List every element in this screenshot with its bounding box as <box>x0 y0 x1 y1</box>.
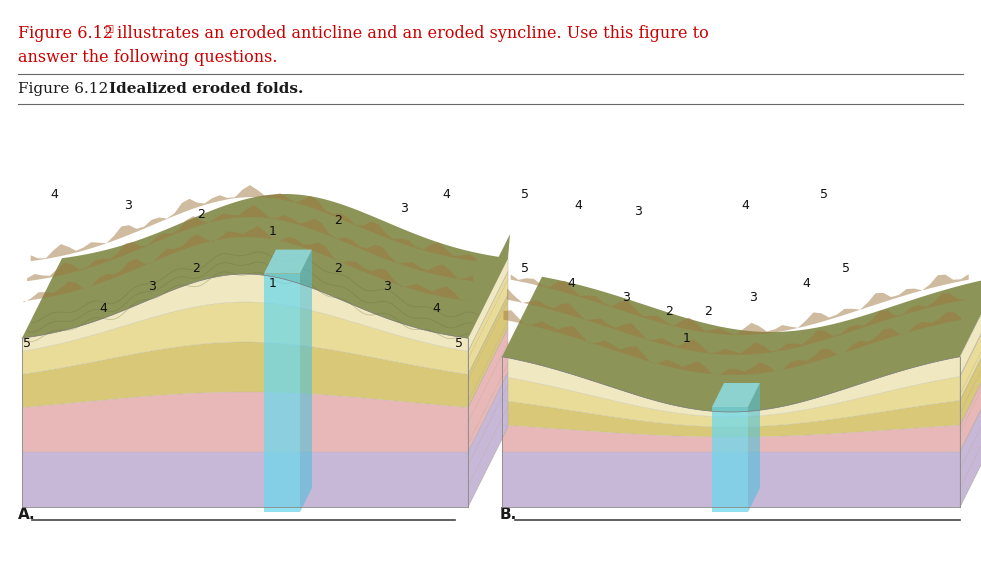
Text: □: □ <box>104 25 113 34</box>
Polygon shape <box>502 400 960 437</box>
Polygon shape <box>712 407 748 512</box>
Polygon shape <box>748 383 760 512</box>
Text: 5: 5 <box>842 263 850 275</box>
Text: 5: 5 <box>521 263 529 275</box>
Text: 1: 1 <box>683 332 691 345</box>
Polygon shape <box>502 357 960 417</box>
Text: 2: 2 <box>335 214 342 227</box>
Text: 2: 2 <box>197 208 205 221</box>
Text: illustrates an eroded anticline and an eroded syncline. Use this figure to: illustrates an eroded anticline and an e… <box>112 25 708 42</box>
Text: 4: 4 <box>433 303 440 315</box>
Text: Idealized eroded folds.: Idealized eroded folds. <box>109 82 303 96</box>
Text: 5: 5 <box>820 188 828 201</box>
Polygon shape <box>22 194 508 338</box>
Text: Figure 6.12: Figure 6.12 <box>18 82 118 96</box>
Polygon shape <box>960 372 981 507</box>
Text: 4: 4 <box>442 188 450 201</box>
Text: 5: 5 <box>455 337 463 349</box>
Text: 2: 2 <box>192 263 200 275</box>
Text: 4: 4 <box>567 277 575 289</box>
Polygon shape <box>468 234 510 338</box>
Polygon shape <box>468 271 508 374</box>
Text: 4: 4 <box>742 200 749 212</box>
Text: 4: 4 <box>99 303 107 315</box>
Text: 2: 2 <box>335 263 342 275</box>
Polygon shape <box>468 258 508 351</box>
Polygon shape <box>502 425 960 452</box>
Text: 3: 3 <box>384 280 391 292</box>
Polygon shape <box>264 273 300 512</box>
Text: 3: 3 <box>148 280 156 292</box>
Text: 2: 2 <box>665 305 673 318</box>
Polygon shape <box>960 320 981 425</box>
Text: 4: 4 <box>802 277 810 289</box>
Text: 5: 5 <box>521 188 529 201</box>
Text: 5: 5 <box>24 337 31 349</box>
Text: 1: 1 <box>269 225 277 238</box>
Polygon shape <box>960 345 981 452</box>
Text: Figure 6.12: Figure 6.12 <box>18 25 113 42</box>
Text: 3: 3 <box>400 202 408 215</box>
Polygon shape <box>264 249 312 273</box>
Text: 3: 3 <box>622 291 630 304</box>
Text: 3: 3 <box>634 205 642 218</box>
Polygon shape <box>502 376 960 427</box>
Text: B.: B. <box>500 507 517 522</box>
Text: A.: A. <box>18 507 35 522</box>
Polygon shape <box>22 392 468 452</box>
Polygon shape <box>300 249 312 512</box>
Text: 2: 2 <box>704 305 712 318</box>
Polygon shape <box>502 452 960 507</box>
Text: answer the following questions.: answer the following questions. <box>18 49 278 66</box>
Polygon shape <box>468 372 508 507</box>
Polygon shape <box>22 274 468 351</box>
Polygon shape <box>22 302 468 374</box>
Polygon shape <box>468 295 508 407</box>
Text: 4: 4 <box>50 188 58 201</box>
Polygon shape <box>712 383 760 407</box>
Text: 3: 3 <box>124 200 131 212</box>
Polygon shape <box>502 277 981 412</box>
Polygon shape <box>22 452 468 507</box>
Polygon shape <box>468 328 508 452</box>
Text: 1: 1 <box>269 277 277 289</box>
Polygon shape <box>960 296 981 400</box>
Text: 4: 4 <box>575 200 583 212</box>
Polygon shape <box>22 342 468 407</box>
Text: 3: 3 <box>749 291 757 304</box>
Polygon shape <box>960 277 981 376</box>
